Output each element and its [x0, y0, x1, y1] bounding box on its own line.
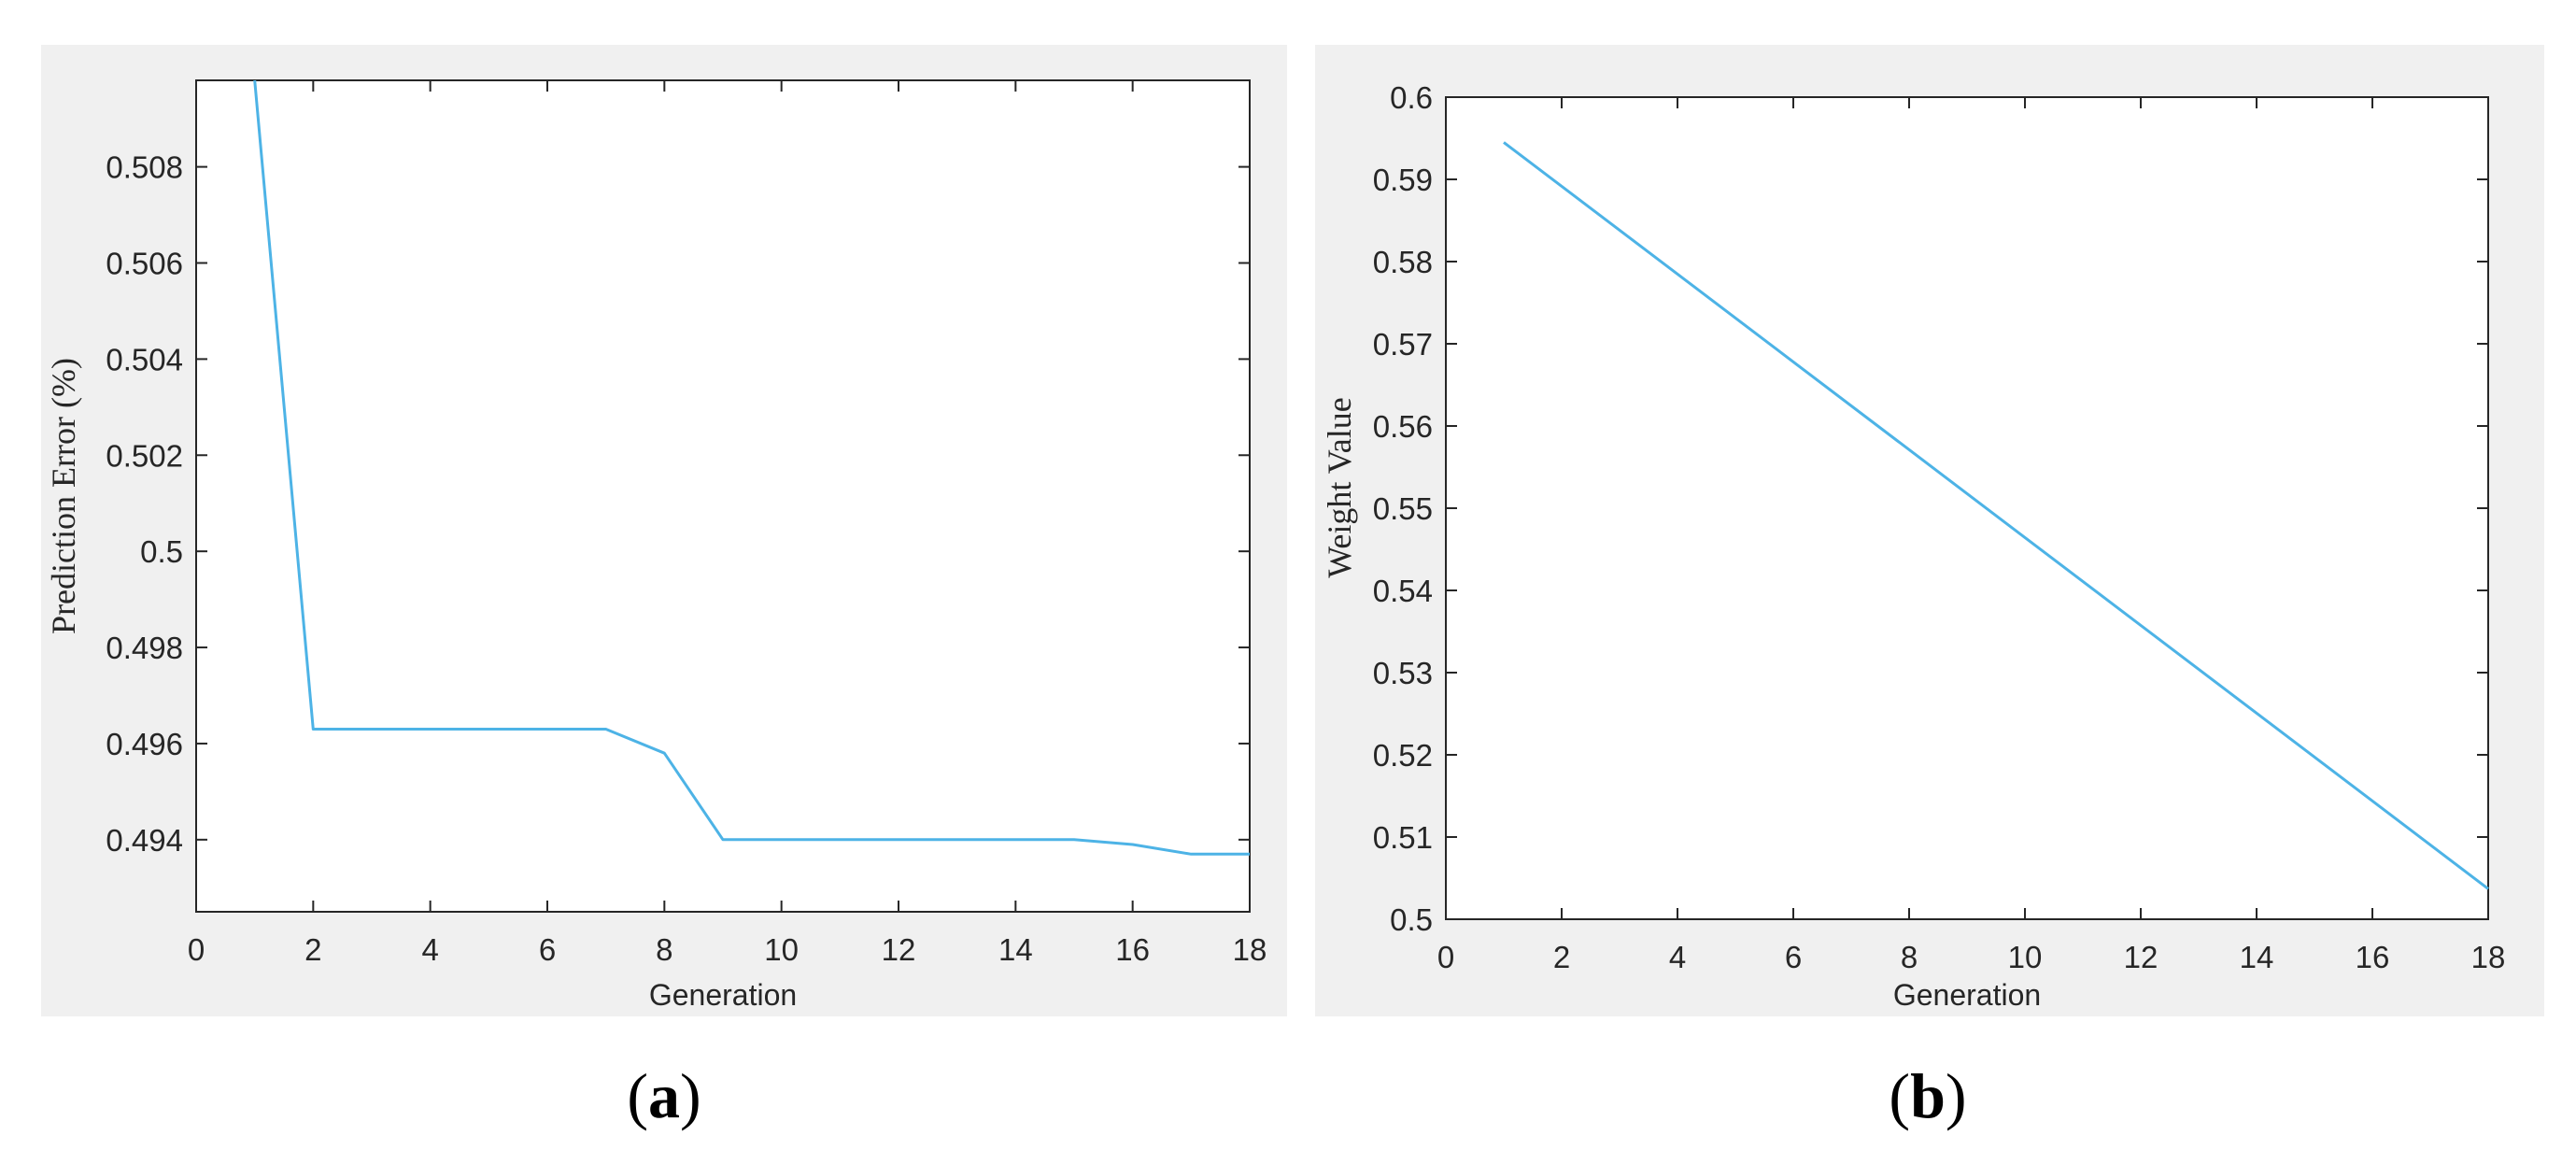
panel-a-plot-area	[195, 79, 1251, 913]
panel-b-y-ticks: 0.5 0.51 0.52 0.53 0.54 0.55 0.56 0.57 0.58 0.59 0…	[1373, 80, 2488, 937]
panel-a-y-tick-label: 0.502	[106, 438, 183, 473]
panel-a: 0 2 4 6 8 10 12 14 16 18 0.4940.4960.4980.50.5020…	[41, 45, 1287, 1016]
caption-b-open: (	[1889, 1060, 1910, 1131]
panel-b-x-ticks: 0 2 4 6 8 10 12 14 16 18	[1437, 97, 2506, 974]
panel-b-y-axis-label: Weight Value	[1321, 397, 1358, 577]
panel-a-x-tick-label: 10	[764, 932, 799, 967]
panel-b-x-tick-label: 10	[2008, 940, 2043, 974]
panel-a-x-tick-label: 12	[882, 932, 916, 967]
panel-b-plot-area	[1445, 96, 2489, 920]
panel-a-x-tick-label: 16	[1115, 932, 1150, 967]
caption-a-letter: a	[648, 1060, 680, 1131]
panel-a-x-tick-label: 4	[421, 932, 438, 967]
panel-a-x-tick-label: 8	[656, 932, 672, 967]
panel-b-y-tick-label: 0.5	[1390, 902, 1433, 937]
panel-b-y-tick-label: 0.51	[1373, 820, 1433, 855]
panel-b-y-tick-label: 0.52	[1373, 738, 1433, 773]
panel-b-x-tick-label: 6	[1785, 940, 1802, 974]
panel-a-x-axis-label: Generation	[649, 978, 797, 1012]
panel-a-x-tick-label: 6	[539, 932, 556, 967]
caption-a-close: )	[680, 1060, 701, 1131]
panel-b-x-tick-label: 2	[1553, 940, 1570, 974]
panel-b-x-tick-label: 14	[2240, 940, 2274, 974]
panel-b-x-tick-label: 8	[1901, 940, 1918, 974]
panel-b-y-tick-label: 0.53	[1373, 656, 1433, 690]
panel-a-x-tick-label: 18	[1233, 932, 1267, 967]
caption-b: (b)	[1889, 1060, 1966, 1131]
panel-b-x-tick-label: 16	[2356, 940, 2390, 974]
panel-a-x-tick-label: 0	[188, 932, 205, 967]
panel-b-y-tick-label: 0.54	[1373, 574, 1433, 608]
panel-a-series-line	[253, 79, 1250, 856]
panel-a-y-tick-label: 0.504	[106, 342, 183, 376]
caption-b-letter: b	[1910, 1060, 1946, 1131]
panel-b-x-axis-label: Generation	[1893, 978, 2041, 1012]
panel-b-x-tick-label: 4	[1669, 940, 1686, 974]
panel-a-y-tick-label: 0.498	[106, 631, 183, 665]
panel-b-x-tick-label: 18	[2471, 940, 2506, 974]
panel-b-y-tick-label: 0.56	[1373, 409, 1433, 444]
panel-a-y-tick-label: 0.506	[106, 246, 183, 280]
panel-a-x-ticks: 0 2 4 6 8 10 12 14 16 18	[188, 80, 1267, 967]
panel-b-series-line	[1503, 141, 2489, 890]
panel-a-x-tick-label: 2	[304, 932, 321, 967]
panel-a-y-ticks: 0.494 0.496 0.498 0.5 0.502 0.504 0.506 0.508	[106, 150, 1250, 858]
panel-a-y-axis-label: Prediction Error (%)	[45, 358, 82, 634]
panel-a-y-tick-label: 0.496	[106, 727, 183, 761]
panel-b-y-tick-label: 0.6	[1390, 80, 1433, 115]
panel-b-y-tick-label: 0.55	[1373, 491, 1433, 526]
panel-b-x-tick-label: 12	[2124, 940, 2158, 974]
panel-a-y-tick-label: 0.5	[140, 534, 183, 569]
panel-a-x-tick-label: 14	[998, 932, 1033, 967]
panel-b: 0 2 4 6 8 10 12 14 16 18 0.50.510.520.530.540.550…	[1315, 45, 2544, 1016]
panel-b-y-tick-label: 0.59	[1373, 163, 1433, 197]
panel-a-y-tick-label: 0.508	[106, 150, 183, 185]
panel-b-x-tick-label: 0	[1437, 940, 1454, 974]
caption-a-open: (	[627, 1060, 648, 1131]
caption-b-close: )	[1946, 1060, 1967, 1131]
panel-b-y-tick-label: 0.58	[1373, 245, 1433, 279]
caption-a: (a)	[627, 1060, 701, 1131]
panel-b-y-tick-label: 0.57	[1373, 327, 1433, 362]
panel-a-y-tick-label: 0.494	[106, 823, 183, 858]
